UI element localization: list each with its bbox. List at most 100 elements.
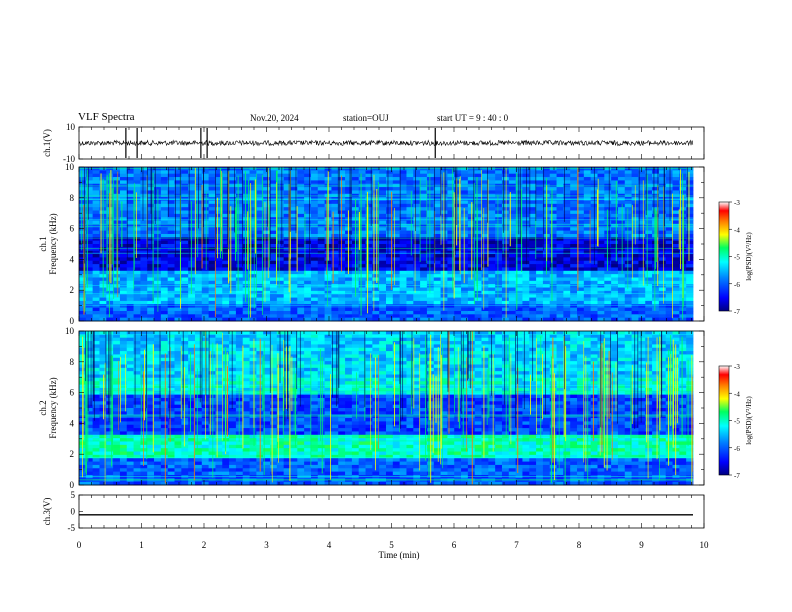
heatmap-cell [358, 217, 366, 221]
heatmap-cell [229, 307, 237, 312]
heatmap-cell [392, 217, 401, 221]
heatmap-cell [358, 287, 366, 292]
heatmap-cell [597, 167, 605, 171]
heatmap-cell [249, 304, 257, 309]
heatmap-cell [549, 287, 557, 292]
heatmap-cell [672, 170, 680, 175]
heatmap-cell [454, 180, 462, 185]
heatmap-cell [256, 247, 264, 252]
heatmap-cell [242, 284, 250, 288]
heatmap-cell [304, 167, 312, 171]
heatmap-cell [79, 167, 87, 171]
heatmap-cell [392, 177, 401, 181]
heatmap-cell [119, 371, 128, 375]
heatmap-cell [270, 203, 278, 208]
heatmap-cell [665, 250, 673, 255]
heatmap-cell [310, 244, 319, 248]
heatmap-cell [160, 223, 169, 228]
heatmap-cell [413, 257, 421, 262]
heatmap-cell [474, 250, 482, 255]
heatmap-cell [256, 187, 264, 191]
heatmap-cell [652, 167, 660, 171]
heatmap-cell [631, 300, 639, 305]
heatmap-cell [201, 304, 210, 309]
heatmap-cell [556, 217, 564, 221]
heatmap-cell [113, 294, 121, 298]
heatmap-cell [126, 284, 134, 288]
heatmap-cell [549, 173, 557, 178]
heatmap-cell [658, 230, 667, 235]
heatmap-cell [229, 280, 237, 285]
heatmap-cell [372, 220, 380, 225]
heatmap-cell [536, 294, 544, 298]
heatmap-cell [372, 217, 380, 221]
heatmap-cell [583, 287, 592, 292]
heatmap-cell [270, 233, 278, 238]
heatmap-cell [126, 220, 134, 225]
heatmap-cell [529, 213, 537, 218]
heatmap-cell [392, 190, 401, 195]
heatmap-cell [508, 267, 517, 272]
heatmap-cell [92, 277, 100, 282]
heatmap-cell [508, 270, 517, 275]
heatmap-cell [324, 297, 332, 302]
heatmap-cell [256, 277, 264, 282]
heatmap-cell [495, 223, 503, 228]
heatmap-cell [79, 177, 87, 181]
heatmap-cell [79, 334, 87, 339]
heatmap-cell [433, 207, 441, 211]
heatmap-cell [529, 270, 537, 275]
heatmap-cell [263, 220, 271, 225]
heatmap-cell [256, 240, 264, 245]
heatmap-cell [310, 290, 319, 295]
heatmap-cell [92, 284, 100, 288]
heatmap-cell [181, 200, 189, 205]
heatmap-cell [133, 331, 141, 335]
heatmap-cell [92, 394, 100, 399]
heatmap-cell [215, 240, 223, 245]
heatmap-cell [549, 300, 557, 305]
heatmap-cell [317, 270, 325, 275]
heatmap-cell [638, 257, 646, 262]
heatmap-cell [563, 277, 571, 282]
heatmap-cell [399, 260, 407, 265]
heatmap-cell [365, 304, 373, 309]
heatmap-cell [652, 310, 660, 315]
heatmap-cell [597, 294, 605, 298]
heatmap-cell [563, 187, 571, 191]
heatmap-cell [167, 260, 175, 265]
heatmap-cell [515, 190, 523, 195]
heatmap-cell [406, 244, 414, 248]
heatmap-cell [270, 290, 278, 295]
heatmap-cell [126, 304, 134, 309]
heatmap-cell [495, 274, 503, 278]
heatmap-cell [638, 267, 646, 272]
heatmap-cell [345, 277, 353, 282]
heatmap-cell [447, 183, 455, 188]
heatmap-cell [577, 227, 585, 232]
heatmap-cell [501, 284, 510, 288]
heatmap-cell [617, 270, 626, 275]
heatmap-cell [495, 310, 503, 315]
heatmap-cell [79, 213, 87, 218]
heatmap-cell [583, 264, 592, 268]
heatmap-cell [276, 304, 285, 309]
heatmap-cell [297, 223, 305, 228]
heatmap-cell [563, 270, 571, 275]
heatmap-cell [631, 274, 639, 278]
heatmap-cell [208, 180, 216, 185]
heatmap-cell [399, 314, 407, 319]
heatmap-cell [447, 260, 455, 265]
heatmap-cell [611, 284, 619, 288]
heatmap-cell [140, 180, 148, 185]
heatmap-cell [263, 223, 271, 228]
heatmap-cell [358, 177, 366, 181]
heatmap-cell [556, 277, 564, 282]
heatmap-cell [181, 207, 189, 211]
heatmap-cell [638, 300, 646, 305]
heatmap-cell [645, 274, 653, 278]
heatmap-cell [331, 170, 339, 175]
heatmap-cell [508, 213, 517, 218]
heatmap-cell [119, 418, 128, 422]
heatmap-cell [386, 200, 394, 205]
